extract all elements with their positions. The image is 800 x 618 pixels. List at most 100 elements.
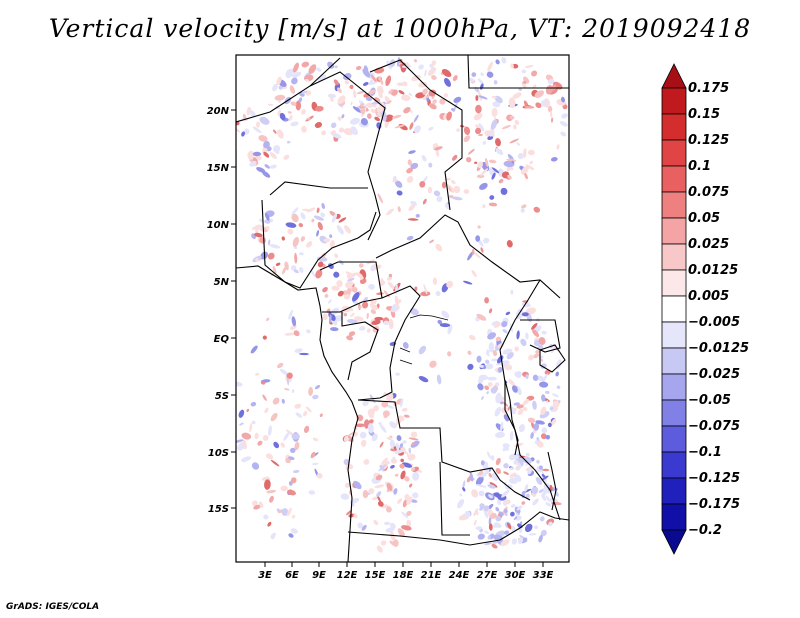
velocity-patch	[346, 319, 358, 324]
velocity-patch	[264, 164, 270, 169]
velocity-patch	[536, 375, 545, 381]
velocity-patch	[407, 159, 412, 166]
velocity-patch	[418, 375, 429, 383]
velocity-patch	[506, 240, 513, 248]
velocity-patch	[295, 100, 301, 111]
velocity-patch	[511, 385, 518, 393]
velocity-patch	[367, 89, 376, 95]
velocity-patch	[550, 157, 558, 162]
velocity-patch	[475, 95, 479, 101]
velocity-patch	[408, 437, 419, 441]
velocity-patch	[522, 148, 527, 159]
velocity-patch	[502, 329, 508, 334]
velocity-patch	[497, 499, 502, 506]
drc-south-border	[357, 399, 531, 501]
velocity-patch	[534, 90, 545, 99]
velocity-patch	[330, 122, 337, 129]
velocity-patch	[508, 379, 515, 386]
velocity-patch	[410, 440, 420, 448]
velocity-patch	[403, 414, 410, 418]
velocity-patch	[495, 392, 502, 404]
car-border	[375, 214, 561, 299]
velocity-patch	[487, 376, 497, 381]
velocity-patch	[535, 102, 542, 109]
velocity-patch	[501, 489, 510, 498]
colorbar-label: −0.175	[688, 497, 740, 512]
velocity-patch	[394, 449, 405, 455]
velocity-patch	[290, 477, 297, 484]
velocity-patch	[427, 67, 437, 76]
velocity-patch	[451, 196, 463, 201]
velocity-patch	[293, 330, 300, 337]
velocity-patch	[521, 204, 527, 209]
velocity-patch	[498, 178, 504, 184]
velocity-patch	[387, 281, 395, 290]
velocity-patch	[491, 107, 498, 118]
velocity-patch	[279, 112, 286, 121]
velocity-patch	[316, 472, 323, 479]
velocity-patch	[340, 493, 350, 500]
velocity-patch	[389, 439, 395, 448]
niger-nigeria-border	[269, 181, 368, 196]
colorbar-label: −0.075	[688, 419, 740, 434]
velocity-patch	[516, 330, 520, 340]
velocity-patch	[528, 354, 534, 361]
velocity-patch	[511, 160, 515, 164]
lake-tanganyika	[504, 379, 519, 456]
colorbar-boxes	[661, 63, 687, 555]
colorbar-label: 0.0125	[688, 263, 738, 278]
velocity-patch	[477, 383, 484, 391]
lon-label-21e: 21E	[421, 570, 442, 581]
velocity-patch	[480, 460, 485, 466]
velocity-patch	[540, 406, 547, 416]
velocity-patch	[404, 476, 410, 482]
velocity-patch	[293, 246, 298, 250]
velocity-patch	[530, 432, 534, 439]
velocity-patch	[551, 418, 557, 426]
velocity-patch	[482, 141, 487, 145]
colorbar-label: −0.05	[688, 393, 731, 408]
velocity-patch	[370, 108, 376, 114]
velocity-patch	[406, 235, 414, 241]
velocity-patch	[413, 114, 419, 123]
velocity-patch	[524, 172, 528, 180]
velocity-patch	[368, 283, 375, 290]
velocity-patch	[390, 464, 395, 469]
velocity-patch	[491, 172, 496, 180]
velocity-patch	[534, 525, 538, 530]
velocity-patch	[252, 126, 262, 134]
velocity-patch	[329, 240, 335, 249]
velocity-patch	[476, 355, 482, 363]
velocity-patch	[267, 521, 272, 527]
velocity-patch	[373, 264, 382, 270]
velocity-patch	[542, 373, 548, 384]
velocity-patch	[441, 310, 450, 319]
velocity-patch	[303, 425, 310, 433]
velocity-patch	[468, 77, 475, 83]
velocity-patch	[262, 394, 267, 401]
velocity-patch	[272, 83, 278, 92]
velocity-patch	[371, 433, 378, 442]
velocity-patch	[556, 385, 561, 389]
velocity-patch	[312, 437, 319, 442]
velocity-patch	[281, 236, 285, 241]
velocity-patch	[266, 489, 277, 494]
lat-label-15n: 15N	[207, 163, 230, 174]
velocity-patch	[467, 350, 472, 356]
velocity-patch	[322, 287, 328, 293]
velocity-patch	[463, 126, 471, 135]
velocity-patch	[420, 291, 431, 297]
velocity-patch	[541, 475, 549, 481]
velocity-patch	[375, 474, 383, 481]
velocity-patch	[393, 488, 398, 495]
velocity-patch	[331, 285, 340, 291]
velocity-patch	[514, 346, 519, 352]
velocity-patch	[414, 286, 418, 291]
velocity-patch	[308, 64, 317, 74]
velocity-patch	[337, 116, 342, 121]
velocity-patch	[402, 440, 407, 444]
velocity-patch	[488, 159, 497, 164]
velocity-patch	[228, 145, 233, 153]
velocity-patch	[406, 510, 412, 517]
velocity-patch	[516, 404, 524, 409]
